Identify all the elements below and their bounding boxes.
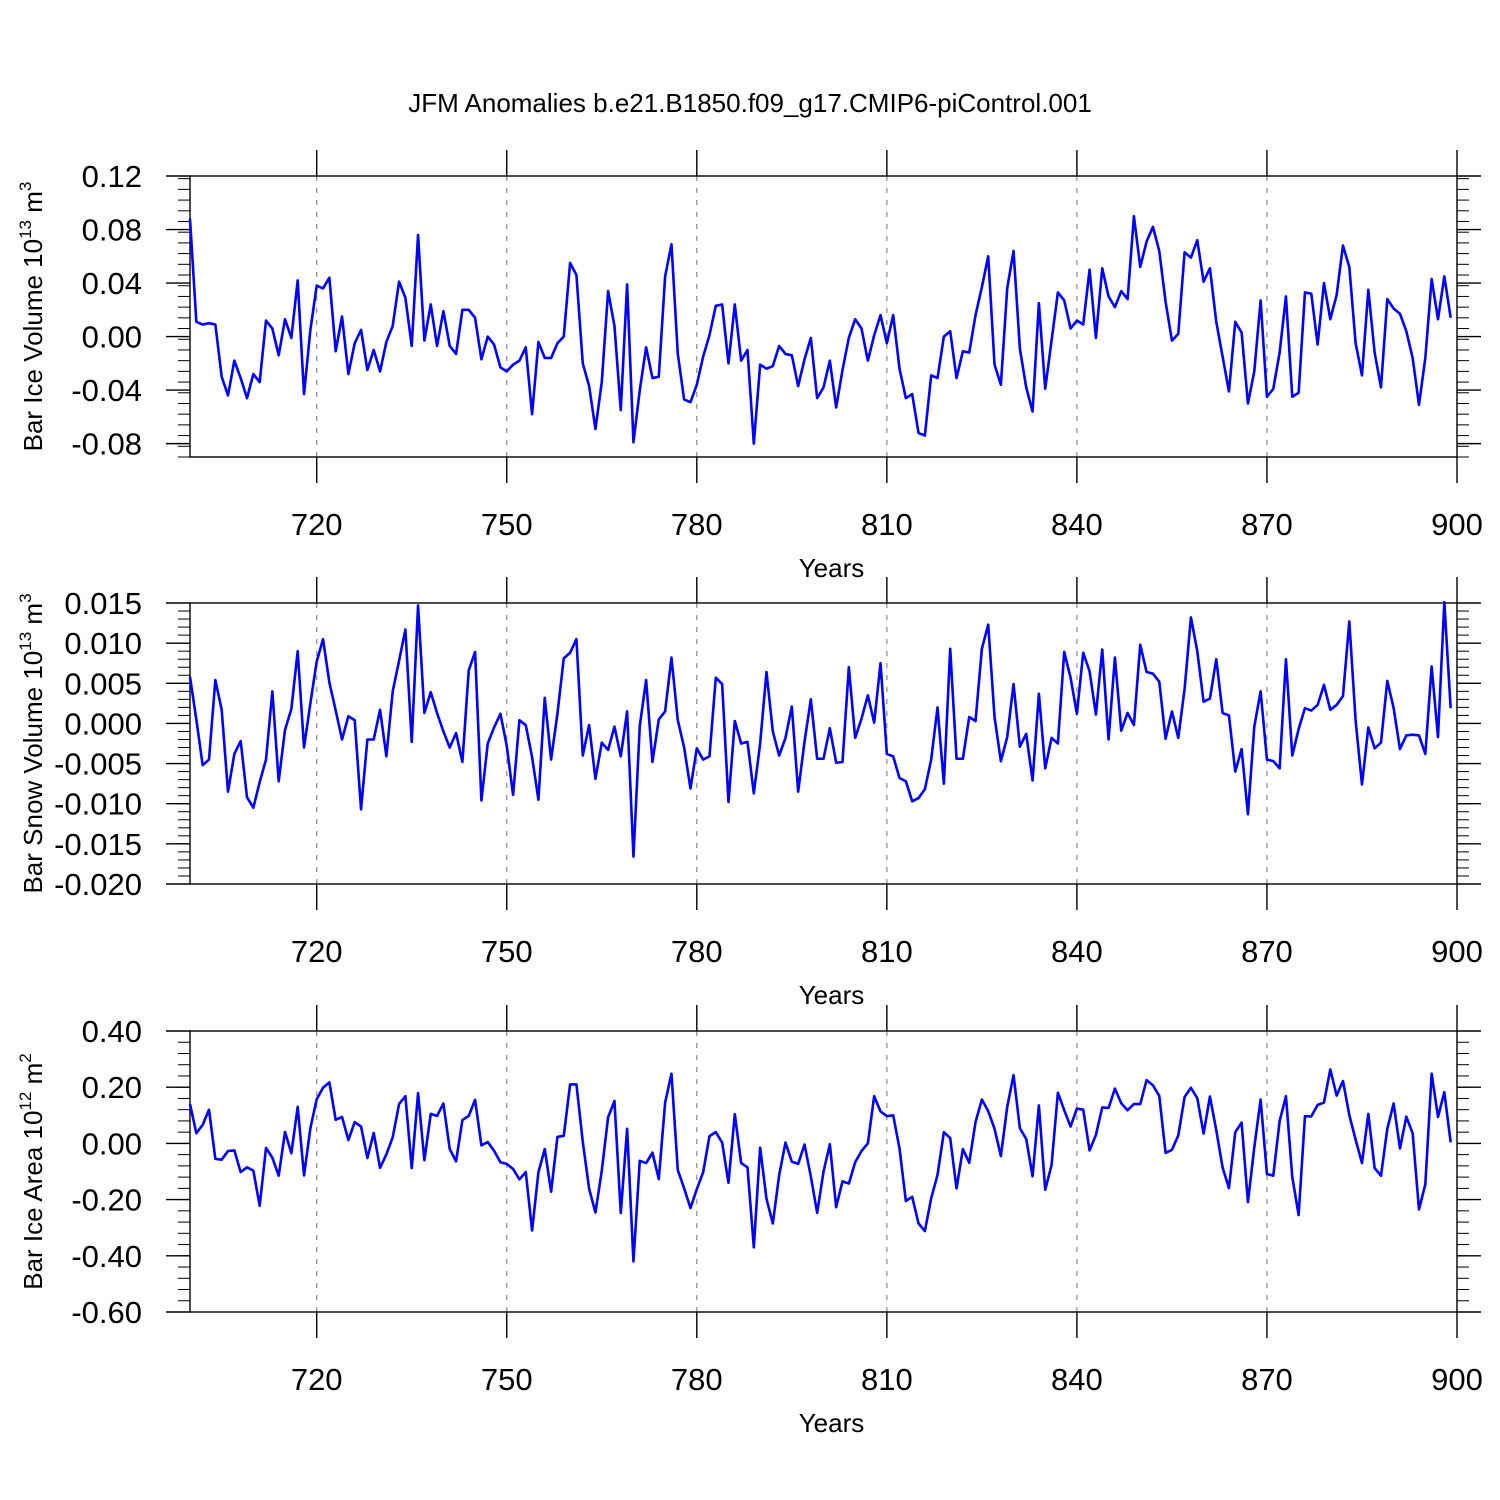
y-axis-label: Bar Ice Area 1012 m2 [16,1053,48,1290]
chart-panel-1: -0.08 -0.04 0.00 0.04 0.08 0.12 720 750 780 810 84… [16,150,1483,583]
plot-frame [189,175,1458,458]
x-tick-label: 750 [481,934,533,969]
y-tick-label: 0.000 [64,706,142,741]
x-tick-label: 870 [1241,507,1293,542]
y-tick-label: 0.04 [82,266,142,301]
y-tick-label: -0.005 [54,747,142,782]
x-tick-label: 870 [1241,934,1293,969]
x-axis-label: Years [799,1408,865,1438]
x-tick-label: 780 [671,507,723,542]
x-tick-label: 870 [1241,1362,1293,1397]
y-axis-label-unit-exponent: 2 [16,1053,35,1062]
y-axis-label-text: Bar Ice Area 10 [18,1111,48,1290]
y-axis-label-text: Bar Ice Volume 10 [18,239,48,451]
panels: -0.08 -0.04 0.00 0.04 0.08 0.12 720 750 780 810 84… [16,150,1483,1438]
x-tick-label: 810 [861,934,913,969]
y-axis-label-exponent: 13 [16,632,35,651]
series-line-3 [188,1068,1452,1263]
x-tick-label: 720 [291,934,343,969]
y-axis-label: Bar Snow Volume 1013 m3 [16,593,48,893]
y-axis-label-exponent: 12 [16,1092,35,1111]
figure-title: JFM Anomalies b.e21.B1850.f09_g17.CMIP6-… [408,88,1092,118]
y-tick-label: -0.08 [71,427,142,462]
x-tick-label: 840 [1051,507,1103,542]
y-tick-label: 0.005 [64,666,142,701]
y-tick-label: -0.20 [71,1183,142,1218]
chart-panel-2: -0.020 -0.015 -0.010 -0.005 0.000 0.005 0.010 0… [16,577,1483,1010]
x-tick-label: 750 [481,507,533,542]
chart-panel-3: -0.60 -0.40 -0.20 0.00 0.20 0.40 720 750 780 810 8… [16,1005,1483,1438]
y-tick-label: -0.020 [54,867,142,902]
x-tick-label: 810 [861,507,913,542]
y-tick-label: 0.010 [64,626,142,661]
y-tick-label: -0.04 [71,373,142,408]
y-axis-label: Bar Ice Volume 1013 m3 [16,182,48,452]
y-tick-label: -0.40 [71,1239,142,1274]
y-axis-label-exponent: 13 [16,220,35,239]
x-axis-label: Years [799,553,865,583]
x-tick-label: 840 [1051,934,1103,969]
plot-frame [189,602,1458,885]
y-tick-label: -0.60 [71,1295,142,1330]
x-tick-label: 720 [291,1362,343,1397]
x-tick-label: 900 [1431,1362,1483,1397]
y-axis-label-unit: m [18,191,48,220]
y-tick-label: -0.015 [54,827,142,862]
series-line-2 [188,600,1452,859]
y-axis-label-unit: m [18,1063,48,1092]
x-tick-label: 780 [671,934,723,969]
y-tick-label: 0.12 [82,159,142,194]
x-tick-label: 900 [1431,507,1483,542]
y-tick-label: 0.40 [82,1014,142,1049]
x-axis-label: Years [799,980,865,1010]
y-axis-label-unit: m [18,603,48,632]
y-axis-label-text: Bar Snow Volume 10 [18,651,48,894]
y-axis-label-unit-exponent: 3 [16,593,35,602]
x-tick-label: 900 [1431,934,1483,969]
y-tick-label: 0.00 [82,1126,142,1161]
x-tick-label: 810 [861,1362,913,1397]
y-tick-label: 0.015 [64,586,142,621]
x-tick-label: 840 [1051,1362,1103,1397]
y-tick-label: 0.08 [82,213,142,248]
plot-frame [189,1030,1458,1313]
y-tick-label: -0.010 [54,787,142,822]
x-tick-label: 750 [481,1362,533,1397]
y-tick-label: 0.20 [82,1070,142,1105]
y-axis-label-unit-exponent: 3 [16,182,35,191]
x-tick-label: 720 [291,507,343,542]
y-tick-label: 0.00 [82,320,142,355]
x-tick-label: 780 [671,1362,723,1397]
series-line-1 [188,214,1452,445]
